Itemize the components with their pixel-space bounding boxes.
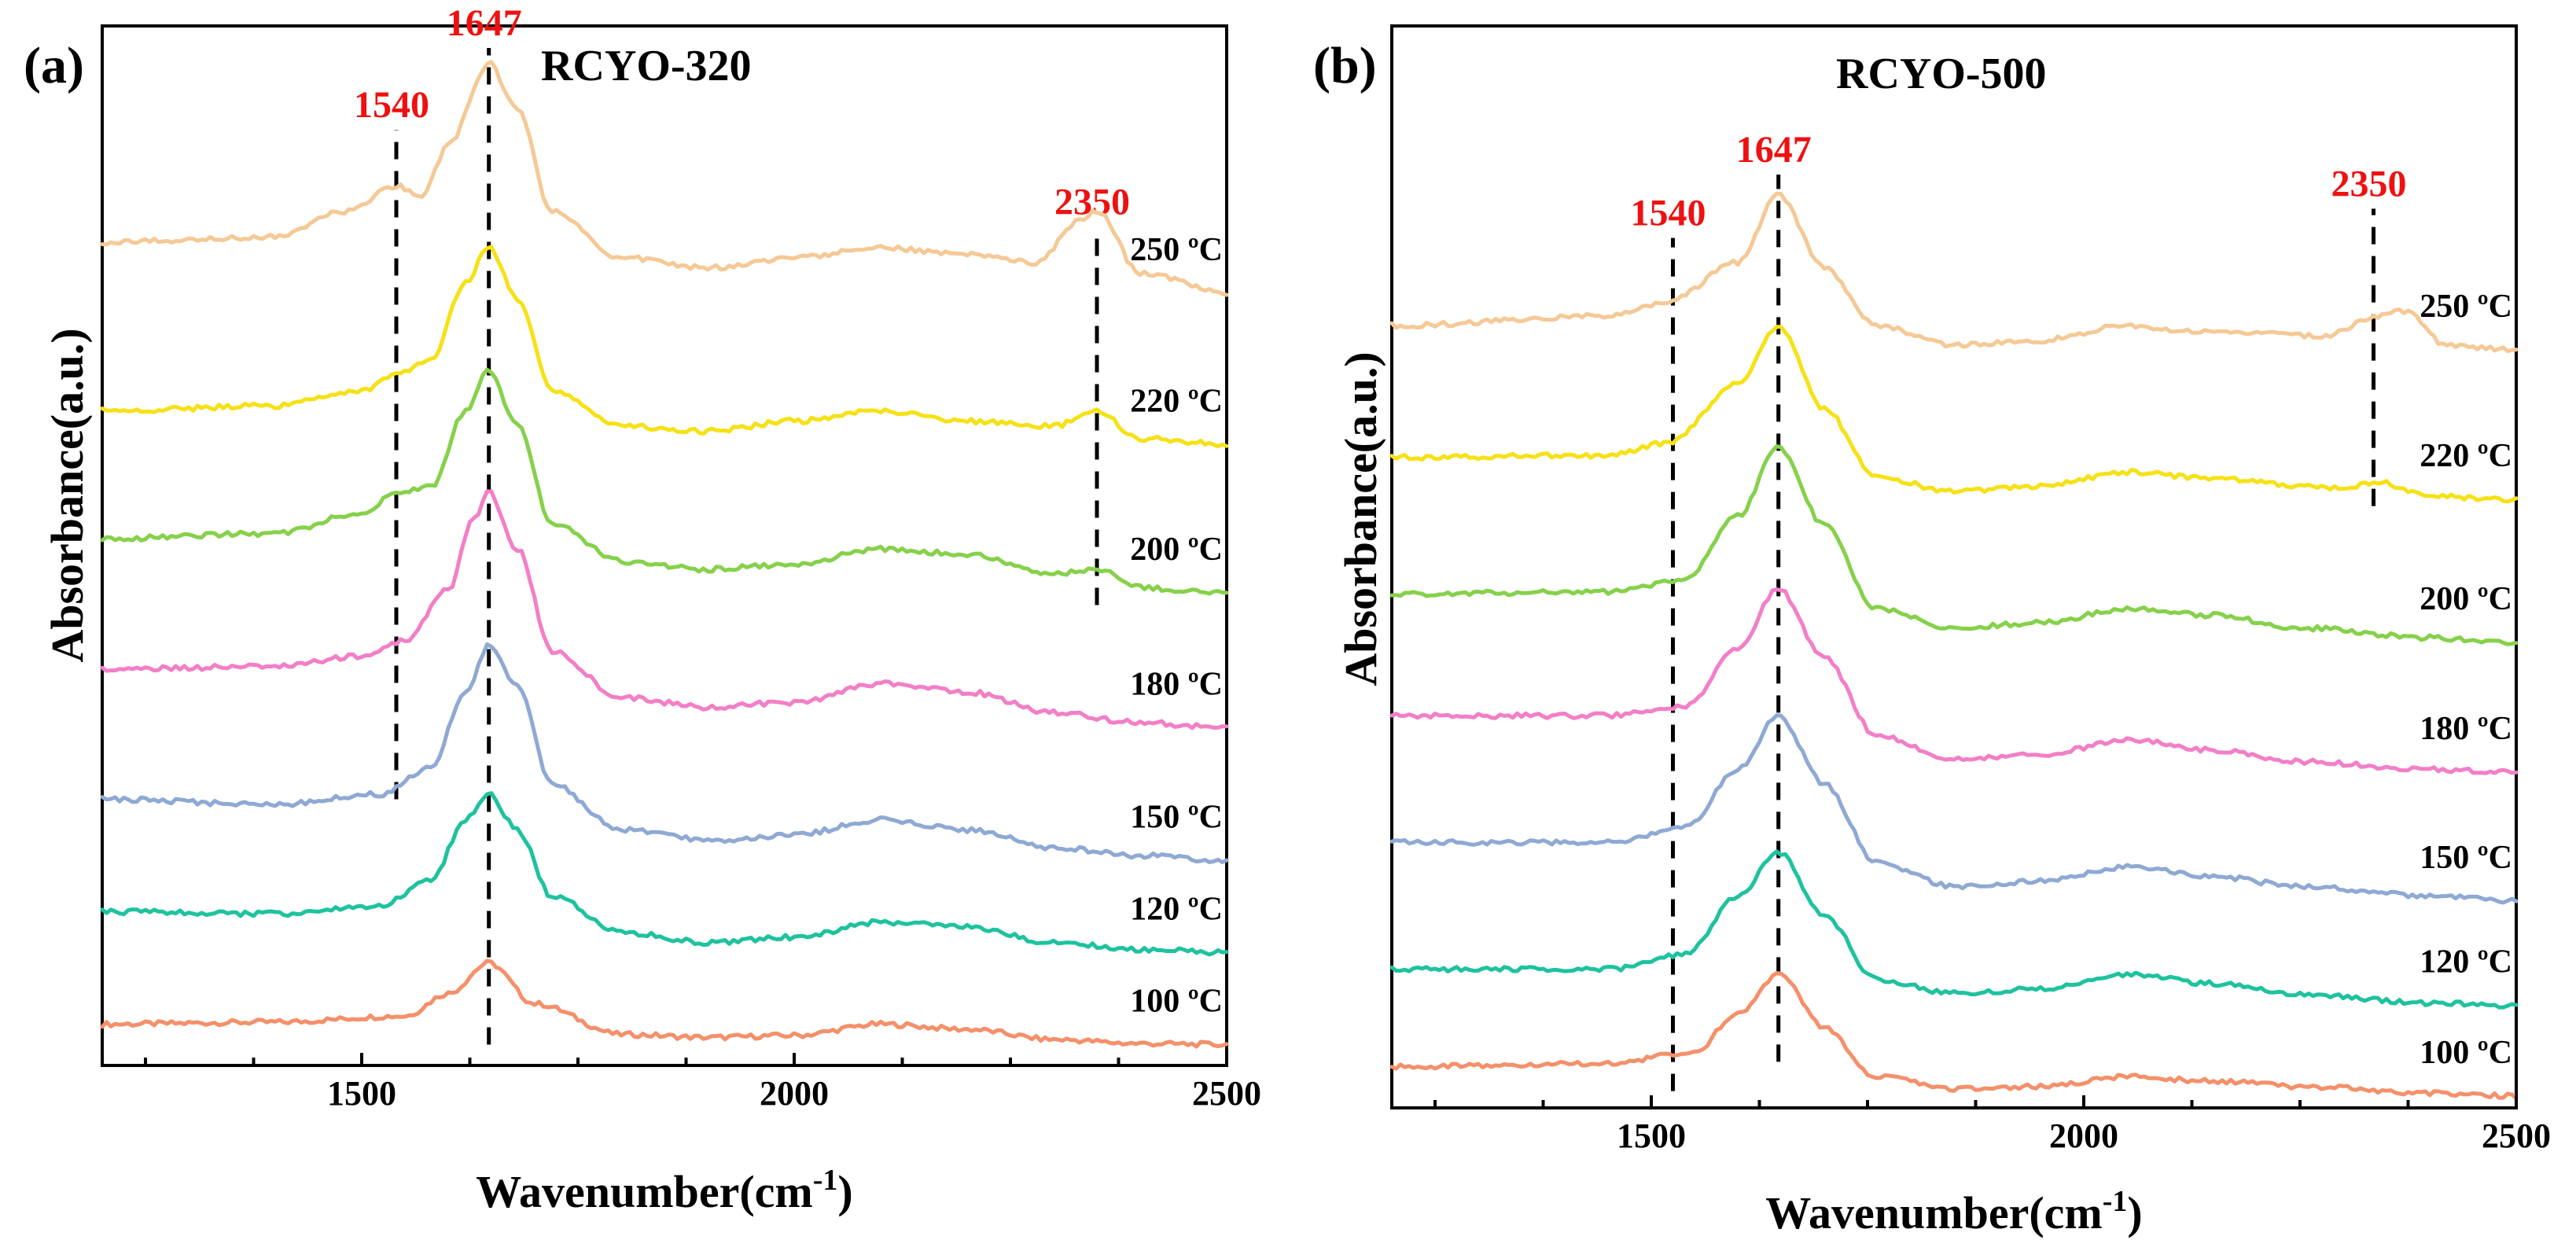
panel-a-plot-frame — [101, 24, 1228, 1067]
panel-b-y-axis-title: Absorbance(a.u.) — [1335, 351, 1386, 686]
panel-a-x-ticks: 1500 2000 2500 — [144, 1053, 1261, 1113]
panel-b-x-axis-title-close: ) — [2127, 1187, 2142, 1238]
x-tick-label-2000: 2000 — [2049, 1117, 2118, 1155]
panel-b-series-250c — [1389, 191, 2519, 353]
panel-a-peak-label-1540: 1540 — [354, 84, 429, 126]
panel-b-series-180c — [1389, 587, 2519, 775]
x-tick-label-1500: 1500 — [1617, 1117, 1686, 1155]
panel-b-peak-label-1540: 1540 — [1631, 193, 1706, 234]
panel-a-temp-label-250: 250 ºC — [1130, 232, 1223, 268]
panel-a-series-120c — [100, 791, 1229, 957]
x-tick-label-2500: 2500 — [1192, 1074, 1261, 1113]
panel-b-temp-label-100: 100 ºC — [2420, 1035, 2512, 1071]
panel-a-ref-lines: 1540 1647 2350 — [354, 2, 1130, 1045]
panel-a-temp-label-180: 180 ºC — [1130, 667, 1223, 703]
panel-a-title: RCYO-320 — [541, 42, 752, 90]
panel-b-temp-label-150: 150 ºC — [2420, 840, 2512, 876]
panel-a-series-200c — [100, 367, 1229, 596]
panel-a-series-220c — [100, 245, 1229, 449]
panel-b-temp-label-120: 120 ºC — [2420, 944, 2512, 980]
panel-a-series-180c — [100, 489, 1229, 730]
panel-a-peak-label-2350: 2350 — [1054, 182, 1130, 223]
panel-b-peak-label-2350: 2350 — [2331, 163, 2407, 204]
panel-a-temp-label-200: 200 ºC — [1130, 532, 1223, 568]
panel-b-temp-label-250: 250 ºC — [2420, 289, 2512, 325]
panel-a-x-axis-title-superscript: -1 — [813, 1164, 838, 1197]
x-tick-label-1500: 1500 — [327, 1074, 396, 1113]
panel-a-x-axis-title: Wavenumber(cm-1) — [476, 1164, 852, 1217]
x-tick-label-2000: 2000 — [760, 1074, 829, 1113]
panel-b-x-axis-title-text: Wavenumber(cm — [1765, 1187, 2103, 1238]
panel-a-peak-label-1647: 1647 — [447, 2, 522, 44]
panel-b-temp-label-200: 200 ºC — [2420, 581, 2512, 617]
x-tick-label-2500: 2500 — [2482, 1117, 2551, 1155]
panel-b-series-220c — [1389, 325, 2519, 504]
panel-b-x-axis-title: Wavenumber(cm-1) — [1765, 1185, 2142, 1238]
panel-a-y-axis-title: Absorbance(a.u.) — [42, 328, 93, 662]
panel-a-series-250c — [100, 60, 1229, 297]
panel-b-chart: (b) RCYO-500 1540 1647 2350 100 ºC 120 ºC 15… — [1313, 24, 2551, 1238]
panel-b-series: 100 ºC 120 ºC 150 ºC 180 ºC 200 ºC 220 ºC 250 … — [1389, 191, 2519, 1100]
panel-a-x-axis-title-close: ) — [837, 1166, 852, 1217]
panel-a-label: (a) — [24, 37, 84, 94]
panel-b-x-axis-title-superscript: -1 — [2103, 1185, 2128, 1218]
panel-b-series-200c — [1389, 444, 2519, 646]
panel-a-temp-label-120: 120 ºC — [1130, 892, 1223, 928]
panel-b-ref-lines: 1540 1647 2350 — [1631, 129, 2407, 1091]
panel-b-title: RCYO-500 — [1836, 50, 2047, 98]
panel-b-temp-label-220: 220 ºC — [2420, 438, 2512, 474]
panel-b-temp-label-180: 180 ºC — [2420, 711, 2512, 747]
panel-a-temp-label-100: 100 ºC — [1130, 984, 1223, 1020]
panel-b-series-100c — [1389, 971, 2519, 1100]
panel-a-series-150c — [100, 642, 1229, 864]
panel-a-x-axis-title-text: Wavenumber(cm — [476, 1166, 813, 1217]
panel-a-temp-label-220: 220 ºC — [1130, 383, 1223, 419]
panel-a-series: 100 ºC 120 ºC 150 ºC 180 ºC 200 ºC 220 ºC 250 … — [100, 60, 1229, 1049]
panel-b-series-150c — [1389, 713, 2519, 905]
panel-a-series-100c — [100, 959, 1229, 1049]
panel-b-peak-label-1647: 1647 — [1736, 129, 1812, 171]
panel-a-temp-label-150: 150 ºC — [1130, 800, 1223, 836]
panel-b-label: (b) — [1313, 37, 1377, 94]
panel-b-series-120c — [1389, 849, 2519, 1010]
panel-b-x-ticks: 1500 2000 2500 — [1433, 1095, 2551, 1155]
panel-b-plot-frame — [1390, 24, 2518, 1109]
